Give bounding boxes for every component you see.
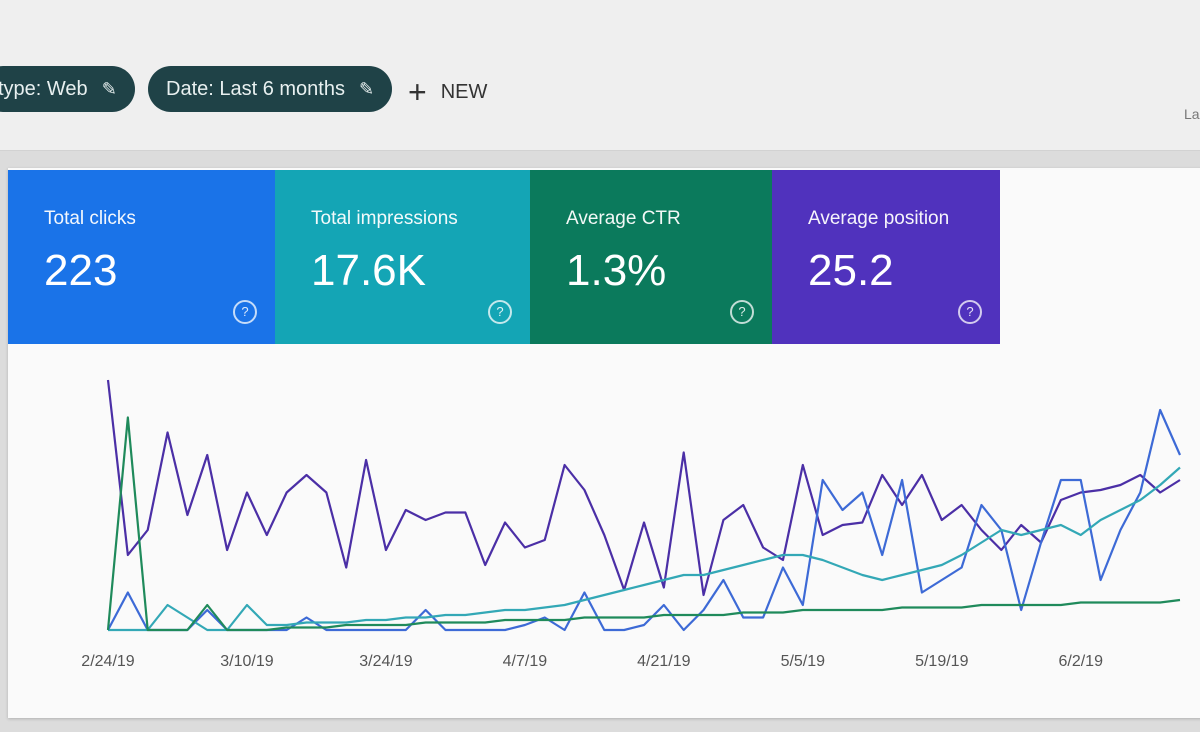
total-impressions-card[interactable]: Total impressions 17.6K ? — [275, 170, 530, 344]
pencil-icon[interactable]: ✎ — [101, 78, 117, 99]
average-ctr-card[interactable]: Average CTR 1.3% ? — [530, 170, 772, 344]
pencil-icon[interactable]: ✎ — [358, 78, 375, 99]
x-tick-label: 6/2/19 — [1058, 653, 1103, 670]
total-clicks-card[interactable]: Total clicks 223 ? — [8, 170, 275, 344]
date-filter-chip[interactable]: Date: Last 6 months ✎ — [148, 66, 393, 112]
x-tick-label: 3/10/19 — [220, 653, 273, 670]
card-label: Average CTR — [566, 208, 681, 229]
x-tick-label: 2/24/19 — [81, 653, 134, 670]
truncated-label: La — [1184, 106, 1200, 122]
x-tick-label: 4/7/19 — [503, 653, 548, 670]
search-type-filter-chip[interactable]: type: Web ✎ — [0, 66, 135, 112]
series-line-0 — [106, 379, 1181, 597]
x-tick-label: 5/19/19 — [915, 653, 968, 670]
help-icon[interactable]: ? — [488, 300, 512, 324]
x-tick-label: 5/5/19 — [781, 653, 826, 670]
card-label: Total clicks — [44, 208, 136, 229]
new-button-label: NEW — [440, 80, 488, 103]
series-line-3 — [106, 416, 1181, 632]
filter-label: type: Web — [0, 77, 88, 100]
help-icon[interactable]: ? — [730, 300, 754, 324]
help-icon[interactable]: ? — [233, 300, 257, 324]
help-icon[interactable]: ? — [958, 300, 982, 324]
filter-label: Date: Last 6 months — [166, 77, 345, 100]
card-value: 1.3% — [566, 246, 667, 295]
card-value: 223 — [44, 246, 118, 295]
series-line-1 — [107, 408, 1182, 632]
card-value: 17.6K — [311, 246, 426, 295]
x-tick-label: 4/21/19 — [637, 653, 690, 670]
filter-bar: type: Web ✎ Date: Last 6 months ✎ + NEW … — [0, 0, 1200, 151]
series-line-2 — [108, 466, 1181, 632]
plus-icon: + — [408, 74, 427, 110]
new-filter-button[interactable]: + NEW — [408, 76, 487, 108]
average-position-card[interactable]: Average position 25.2 ? — [772, 170, 1000, 344]
card-label: Average position — [808, 208, 950, 229]
card-label: Total impressions — [311, 208, 458, 229]
card-value: 25.2 — [808, 246, 894, 295]
x-tick-label: 3/24/19 — [359, 653, 412, 670]
